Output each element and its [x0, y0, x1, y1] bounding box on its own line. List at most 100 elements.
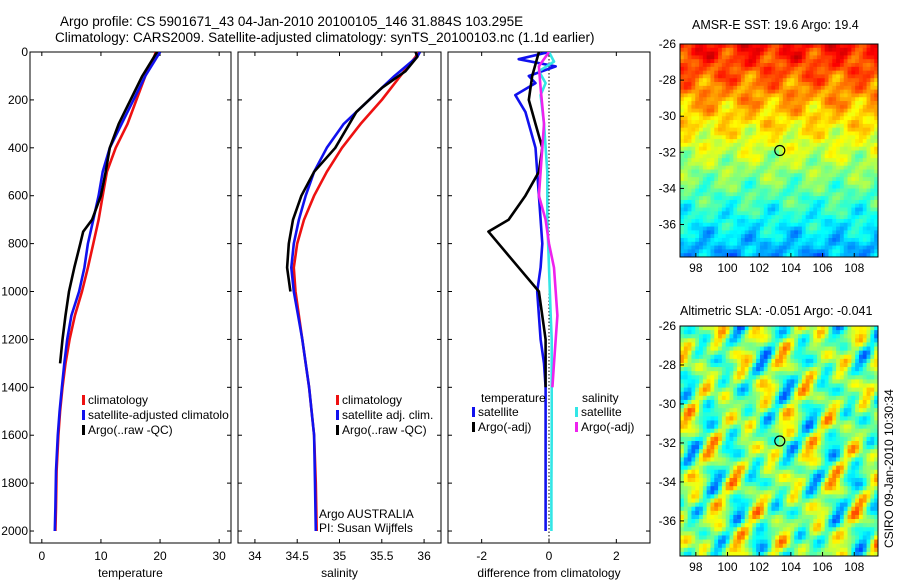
sst_map-cell: [858, 253, 864, 258]
sla_map-cell: [744, 461, 749, 467]
sst_map-cell: [771, 59, 776, 64]
sst_map-cell: [714, 207, 719, 212]
sla_map-cell: [820, 371, 826, 376]
sla_map-cell: [828, 350, 833, 356]
sla_map-cell: [801, 358, 807, 364]
sla_map-cell: [752, 330, 757, 335]
sst_map-cell: [790, 74, 795, 79]
sst_map-cell: [744, 154, 749, 159]
sst_map-cell: [729, 70, 734, 75]
sla_map-cell: [839, 461, 845, 467]
sst_map-cell: [790, 180, 795, 186]
sst_map-cell: [683, 215, 689, 220]
sst_map-cell: [805, 211, 810, 216]
sst_map-cell: [733, 161, 738, 167]
sla_map-cell: [809, 469, 814, 475]
sla_map-cell: [725, 465, 730, 471]
sst_map-cell: [862, 158, 867, 163]
sst_map-cell: [847, 249, 852, 254]
sst_map-cell: [710, 158, 715, 163]
sla_map-cell: [813, 432, 818, 438]
sst_map-cell: [733, 215, 738, 220]
sla_map-cell: [820, 412, 826, 417]
sst_map-cell: [790, 237, 795, 243]
sst_map-cell: [832, 196, 837, 201]
sla_map-cell: [832, 350, 837, 356]
sla_map-cell: [737, 465, 742, 471]
sst_map-cell: [702, 180, 708, 186]
sst_map-cell: [752, 89, 757, 94]
sla_map-cell: [729, 354, 734, 360]
sst_map-cell: [874, 78, 879, 83]
sst_map-cell: [759, 234, 765, 239]
sst_map-cell: [858, 188, 864, 193]
sla_map-cell: [817, 416, 822, 421]
sst_map-cell: [801, 150, 807, 155]
sst_map-cell: [862, 234, 867, 239]
sst_map-cell: [702, 173, 708, 178]
sst_map-cell: [786, 207, 791, 212]
sst_map-cell: [847, 180, 852, 186]
sst_map-cell: [683, 154, 689, 159]
sla_map-cell: [756, 371, 761, 376]
sla_map-cell: [820, 424, 826, 430]
sst_map-cell: [752, 158, 757, 163]
sla_map-cell: [702, 387, 708, 393]
sla_map-cell: [824, 457, 829, 462]
sst_map-cell: [832, 226, 837, 231]
sla_map-cell: [858, 354, 864, 360]
sst_map-cell: [851, 207, 856, 212]
sst_map-cell: [683, 249, 689, 254]
sst_map-cell: [710, 63, 715, 68]
sst_map-cell: [839, 249, 845, 254]
sst_map-cell: [847, 177, 852, 182]
sst_map-cell: [832, 74, 837, 79]
sst_map-cell: [813, 146, 818, 151]
sst_map-cell: [813, 234, 818, 239]
sla_map-cell: [687, 473, 692, 479]
sst_map-cell: [794, 158, 799, 163]
sla_map-cell: [763, 338, 768, 343]
sst_map-cell: [862, 51, 867, 56]
sla_map-cell: [855, 432, 860, 438]
sst_map-cell: [874, 245, 879, 250]
sla_map-cell: [782, 326, 788, 331]
sst_map-cell: [874, 192, 879, 197]
sla_map-cell: [847, 391, 852, 397]
sst_map-cell: [870, 127, 875, 132]
sst_map-cell: [847, 245, 852, 250]
temperature-legend-entry-swatch: [82, 425, 85, 435]
sst_map-cell: [687, 249, 692, 254]
sst_map-cell: [801, 142, 807, 148]
sst_map-cell: [862, 104, 867, 110]
sla_map-cell: [691, 465, 696, 471]
sla_map-cell: [809, 395, 814, 401]
sst_map-cell: [801, 116, 807, 121]
sst_map-cell: [870, 146, 875, 151]
sst_map-cell: [824, 188, 829, 193]
sst_map-cell: [805, 188, 810, 193]
sst_map-cell: [706, 222, 711, 227]
sst_map-cell: [733, 78, 738, 83]
sst_map-cell: [759, 177, 765, 182]
sst_map-cell: [748, 196, 753, 201]
sla_map-cell: [744, 449, 749, 454]
sst_map-cell: [820, 161, 826, 167]
sla_map-cell: [782, 420, 788, 425]
sst_map-cell: [771, 55, 776, 60]
sla_map-cell: [817, 330, 822, 335]
sst_map-cell: [702, 146, 708, 151]
sst_map-cell: [858, 89, 864, 94]
sst_map-cell: [744, 146, 749, 151]
sla_map-cell: [794, 338, 799, 343]
sla_map-cell: [756, 358, 761, 364]
sla_map-cell: [748, 354, 753, 360]
sst_map-cell: [851, 165, 856, 170]
sla_map-cell: [874, 428, 879, 434]
sst_map-cell: [748, 173, 753, 178]
sst_map-cell: [858, 161, 864, 167]
sst_map-cell: [798, 89, 803, 94]
sla_map-cell: [790, 465, 795, 471]
sst_map-cell: [706, 180, 711, 186]
sla_map-cell: [843, 408, 848, 413]
